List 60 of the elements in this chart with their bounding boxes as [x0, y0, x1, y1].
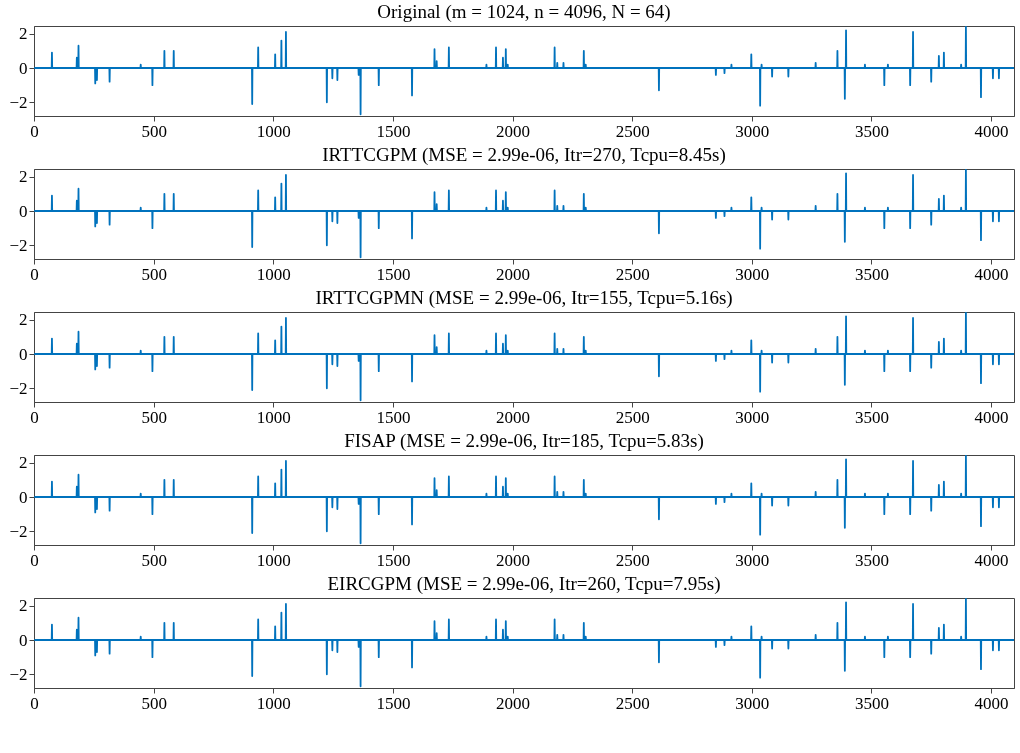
- x-tick-label: 1000: [256, 693, 291, 713]
- chart-title: Original (m = 1024, n = 4096, N = 64): [377, 0, 671, 23]
- y-tick-label: −2: [9, 378, 28, 398]
- x-tick-label: 2000: [496, 550, 531, 570]
- x-tick-label: 2000: [496, 407, 531, 427]
- x-tick-label: 2500: [615, 693, 650, 713]
- y-tick-label: −2: [9, 521, 28, 541]
- x-tick-label: 500: [141, 264, 167, 284]
- x-tick-label: 1500: [376, 693, 411, 713]
- y-tick-label: −2: [9, 235, 28, 255]
- x-tick-label: 1000: [256, 407, 291, 427]
- y-tick-label: −2: [9, 92, 28, 112]
- x-tick-label: 3000: [735, 407, 770, 427]
- y-tick-label: 2: [19, 596, 28, 616]
- y-tick-label: −2: [9, 664, 28, 684]
- x-tick-label: 2000: [496, 693, 531, 713]
- x-tick-label: 2500: [615, 121, 650, 141]
- x-tick-label: 2000: [496, 264, 531, 284]
- y-tick-label: 0: [19, 58, 28, 78]
- chart-title: IRTTCGPMN (MSE = 2.99e-06, Itr=155, Tcpu=5.16s): [315, 286, 733, 309]
- x-tick-label: 2500: [615, 550, 650, 570]
- y-tick-label: 0: [19, 487, 28, 507]
- x-tick-label: 3000: [735, 550, 770, 570]
- x-tick-label: 3500: [854, 550, 889, 570]
- x-tick-label: 500: [141, 407, 167, 427]
- chart-title: EIRCGPM (MSE = 2.99e-06, Itr=260, Tcpu=7.95s): [327, 572, 721, 595]
- x-tick-label: 4000: [974, 693, 1009, 713]
- x-tick-label: 500: [141, 693, 167, 713]
- x-tick-label: 3000: [735, 264, 770, 284]
- chart-title: IRTTCGPM (MSE = 2.99e-06, Itr=270, Tcpu=8.45s): [322, 143, 726, 166]
- x-tick-label: 3000: [735, 121, 770, 141]
- y-tick-label: 2: [19, 453, 28, 473]
- x-tick-label: 1000: [256, 550, 291, 570]
- x-tick-label: 4000: [974, 550, 1009, 570]
- y-tick-label: 2: [19, 310, 28, 330]
- x-tick-label: 2500: [615, 407, 650, 427]
- y-tick-label: 2: [19, 24, 28, 44]
- x-tick-label: 500: [141, 550, 167, 570]
- x-tick-label: 4000: [974, 121, 1009, 141]
- x-tick-label: 3500: [854, 693, 889, 713]
- x-tick-label: 1500: [376, 121, 411, 141]
- y-tick-label: 0: [19, 344, 28, 364]
- x-tick-label: 4000: [974, 407, 1009, 427]
- x-tick-label: 2500: [615, 264, 650, 284]
- x-tick-label: 1500: [376, 264, 411, 284]
- x-tick-label: 500: [141, 121, 167, 141]
- y-tick-label: 0: [19, 630, 28, 650]
- x-tick-label: 3500: [854, 121, 889, 141]
- x-tick-label: 1000: [256, 264, 291, 284]
- x-tick-label: 1500: [376, 407, 411, 427]
- x-tick-label: 3500: [854, 264, 889, 284]
- x-tick-label: 2000: [496, 121, 531, 141]
- x-tick-label: 3500: [854, 407, 889, 427]
- x-tick-label: 1500: [376, 550, 411, 570]
- y-tick-label: 2: [19, 167, 28, 187]
- chart-title: FISAP (MSE = 2.99e-06, Itr=185, Tcpu=5.83s): [344, 429, 704, 452]
- x-tick-label: 3000: [735, 693, 770, 713]
- x-tick-label: 4000: [974, 264, 1009, 284]
- x-tick-label: 1000: [256, 121, 291, 141]
- y-tick-label: 0: [19, 201, 28, 221]
